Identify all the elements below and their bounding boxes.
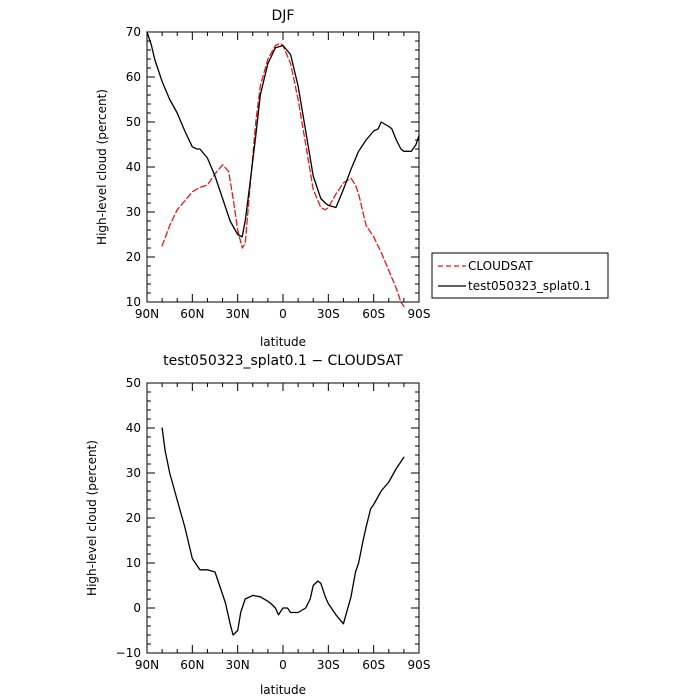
top-ytick-label: 10 (126, 295, 141, 309)
top-plot-frame (146, 31, 420, 303)
bottom-ytick-label: 30 (126, 466, 141, 480)
legend-label-test050323: test050323_splat0.1 (468, 279, 591, 293)
bottom-chart-ylabel: High-level cloud (percent) (85, 440, 99, 596)
top-xtick-label: 0 (279, 307, 287, 321)
top-xtick-label: 60N (180, 307, 204, 321)
bottom-xtick-label: 60S (362, 658, 385, 672)
top-ytick-label: 40 (126, 160, 141, 174)
top-ytick-label: 20 (126, 250, 141, 264)
top-xtick-label: 30S (317, 307, 340, 321)
top-xtick-label: 90N (135, 307, 159, 321)
bottom-xtick-label: 30S (317, 658, 340, 672)
bottom-xtick-label: 30N (226, 658, 250, 672)
top-ytick-label: 50 (126, 115, 141, 129)
top-xtick-label: 90S (408, 307, 431, 321)
bottom-ytick-label: 40 (126, 421, 141, 435)
bottom-chart-ticks: 90N 60N 30N 0 30S 60S 90S −10 0 10 20 30 40 50 (116, 376, 431, 672)
top-xtick-label: 30N (226, 307, 250, 321)
bottom-plot-frame (146, 382, 420, 654)
top-chart-ylabel: High-level cloud (percent) (95, 89, 109, 245)
top-chart-xlabel: latitude (260, 335, 306, 349)
legend-label-cloudsat: CLOUDSAT (468, 259, 533, 273)
top-ytick-label: 70 (126, 25, 141, 39)
legend: CLOUDSAT test050323_splat0.1 (431, 252, 609, 299)
top-chart-panel: DJF 90N 60N 30N 0 30S 60S 90S 10 20 30 40 50 60 70 la… (95, 8, 430, 349)
bottom-ytick-label: 20 (126, 511, 141, 525)
top-ytick-label: 60 (126, 70, 141, 84)
bottom-ytick-label: −10 (116, 646, 141, 660)
bottom-chart-panel: test050323_splat0.1 − CLOUDSAT 90N 60N 30N… (85, 353, 430, 697)
bottom-ytick-label: 0 (133, 601, 141, 615)
top-xtick-label: 60S (362, 307, 385, 321)
bottom-chart-marks (161, 427, 405, 636)
bottom-series-line-series-0 (161, 427, 405, 636)
bottom-xtick-label: 90S (408, 658, 431, 672)
top-chart-marks (146, 31, 420, 308)
bottom-xtick-label: 60N (180, 658, 204, 672)
legend-box (431, 252, 609, 299)
bottom-xtick-label: 90N (135, 658, 159, 672)
top-chart-title: DJF (272, 8, 295, 24)
top-series-line-test050323-splat0-1 (146, 31, 420, 238)
bottom-ytick-label: 50 (126, 376, 141, 390)
top-series-line-cloudsat (161, 42, 405, 308)
top-ytick-label: 30 (126, 205, 141, 219)
top-chart-ticks: 90N 60N 30N 0 30S 60S 90S 10 20 30 40 50 60 70 (126, 25, 431, 321)
bottom-ytick-label: 10 (126, 556, 141, 570)
bottom-xtick-label: 0 (279, 658, 287, 672)
bottom-chart-xlabel: latitude (260, 683, 306, 697)
bottom-chart-title: test050323_splat0.1 − CLOUDSAT (163, 353, 403, 369)
